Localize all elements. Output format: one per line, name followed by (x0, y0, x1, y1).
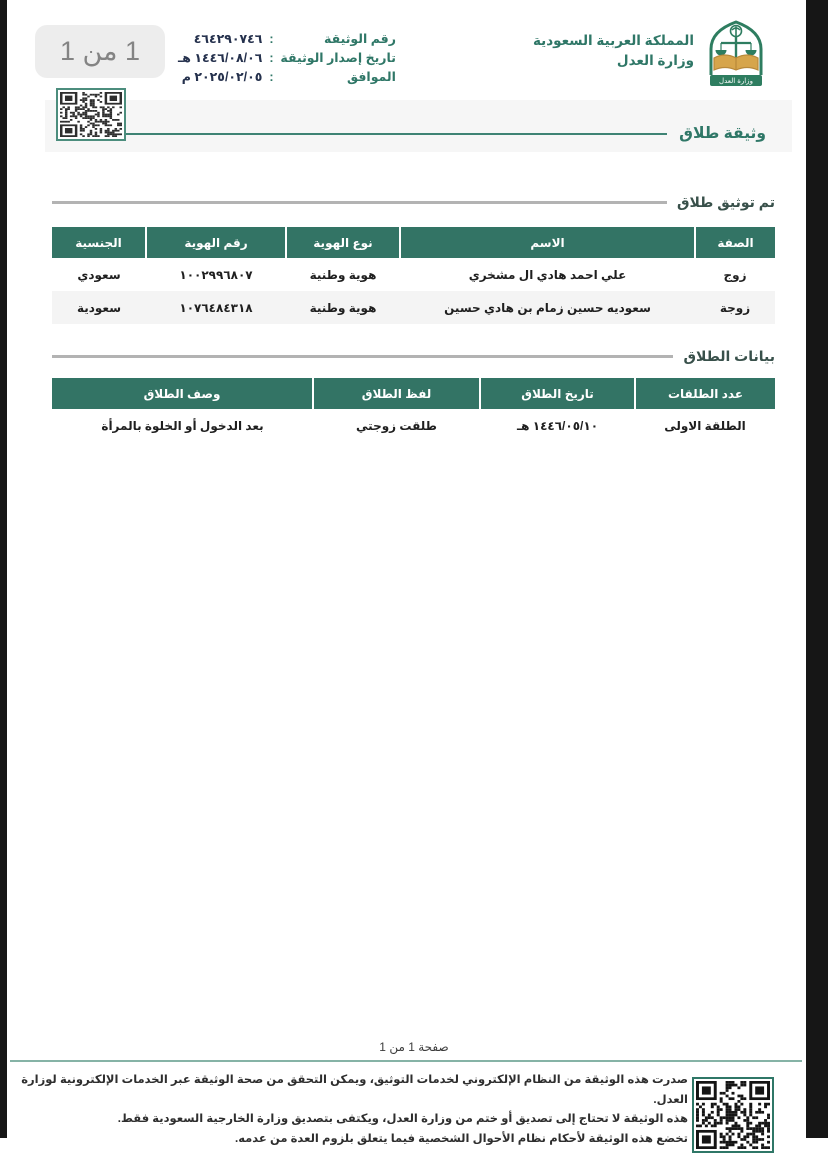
issue-date-value: ١٤٤٦/٠٨/٠٦ هـ (178, 51, 263, 65)
document-qr-code-top (56, 88, 126, 141)
col-divorce-count: عدد الطلقات (635, 378, 775, 409)
husband-id-number: ١٠٠٢٩٩٦٨٠٧ (179, 267, 253, 282)
husband-nationality: سعودي (77, 267, 121, 282)
section-divorce-details: بيانات الطلاق (52, 348, 775, 365)
title-band: وثيقة طلاق (45, 100, 792, 152)
verification-qr-code-bottom (692, 1077, 774, 1153)
col-divorce-wording: لفظ الطلاق (313, 378, 481, 409)
section-rule (52, 201, 668, 204)
section-rule (52, 355, 674, 358)
doc-number-colon: : (269, 32, 274, 46)
parties-table-header-row: الصفة الاسم نوع الهوية رقم الهوية الجنسي… (52, 227, 775, 258)
wife-name: سعوديه حسين زمام بن هادي حسين (400, 291, 695, 324)
viewer-edge-left (0, 0, 7, 1138)
table-row-divorce-details: الطلقة الاولى ١٤٤٦/٠٥/١٠ هـ طلقت زوجتي ب… (52, 409, 775, 442)
wife-nationality: سعودية (52, 291, 146, 324)
footer-page-label: صفحة 1 من 1 (379, 1040, 449, 1054)
document-title: وثيقة طلاق (679, 125, 766, 142)
table-row-husband: زوج علي احمد هادي ال مشخري هوية وطنية ١٠… (52, 258, 775, 291)
col-id-type: نوع الهوية (286, 227, 401, 258)
ministry-of-justice-logo: وزارة العدل (700, 17, 772, 93)
divorce-wording: طلقت زوجتي (356, 418, 437, 433)
footer-notes: صدرت هذه الوثيقة من النظام الإلكتروني لخ… (0, 1071, 688, 1149)
divorce-description: بعد الدخول أو الخلوة بالمرأة (101, 418, 264, 433)
footer-note-2: هذه الوثيقة لا تحتاج إلى تصديق أو ختم من… (117, 1113, 688, 1125)
col-divorce-date: تاريخ الطلاق (480, 378, 636, 409)
doc-number-value: ٤٦٤٢٩٠٧٤٦ (193, 32, 263, 46)
divorce-details-table: عدد الطلقات تاريخ الطلاق لفظ الطلاق وصف … (52, 378, 775, 442)
divorce-date: ١٤٤٦/٠٥/١٠ هـ (516, 418, 599, 433)
issue-date-colon: : (269, 51, 274, 65)
document-info-block: رقم الوثيقة : ٤٦٤٢٩٠٧٤٦ تاريخ إصدار الوث… (178, 30, 396, 87)
doc-number-label: رقم الوثيقة (324, 32, 396, 46)
ministry-name-line: وزارة العدل (616, 53, 694, 68)
qr-code-icon (696, 1081, 770, 1149)
footer-note-1: صدرت هذه الوثيقة من النظام الإلكتروني لخ… (21, 1074, 688, 1106)
col-id-number: رقم الهوية (146, 227, 287, 258)
section-heading: تم توثيق طلاق (677, 194, 775, 210)
divorce-count: الطلقة الاولى (664, 418, 746, 433)
issue-date-label: تاريخ إصدار الوثيقة (280, 51, 396, 65)
footer-rule (10, 1060, 802, 1062)
wife-role: زوجة (695, 291, 775, 324)
col-nationality: الجنسية (52, 227, 147, 258)
kingdom-name-line: المملكة العربية السعودية (532, 33, 694, 48)
husband-id-type: هوية وطنية (309, 267, 377, 282)
ministry-name: المملكة العربية السعودية وزارة العدل (533, 31, 694, 71)
footer-note-3: تخضع هذه الوثيقة لأحكام نظام الأحوال الش… (235, 1132, 688, 1145)
husband-name: علي احمد هادي ال مشخري (468, 267, 627, 282)
col-role: الصفة (695, 227, 775, 258)
viewer-edge-right (806, 0, 828, 1138)
gregorian-date-label: الموافق (346, 70, 396, 84)
col-name: الاسم (400, 227, 696, 258)
parties-table: الصفة الاسم نوع الهوية رقم الهوية الجنسي… (52, 227, 775, 324)
section-divorce-documented: تم توثيق طلاق (52, 194, 775, 211)
justice-scales-emblem-icon: وزارة العدل (709, 20, 763, 86)
viewer-page-count-badge: 1 من 1 (35, 25, 165, 78)
section-heading: بيانات الطلاق (683, 348, 775, 364)
col-divorce-description: وصف الطلاق (52, 378, 314, 409)
title-rule (73, 132, 668, 135)
gregorian-date-value: ٢٠٢٥/٠٢/٠٥ م (181, 70, 263, 84)
husband-role: زوج (723, 267, 747, 282)
wife-id-type: هوية وطنية (286, 291, 400, 324)
details-table-header-row: عدد الطلقات تاريخ الطلاق لفظ الطلاق وصف … (52, 378, 775, 409)
logo-banner-text: وزارة العدل (719, 78, 753, 85)
table-row-wife: زوجة سعوديه حسين زمام بن هادي حسين هوية … (52, 291, 775, 324)
qr-code-icon (60, 92, 122, 137)
gregorian-date-colon: : (269, 70, 274, 84)
wife-id-number: ١٠٧٦٤٨٤٣١٨ (146, 291, 286, 324)
